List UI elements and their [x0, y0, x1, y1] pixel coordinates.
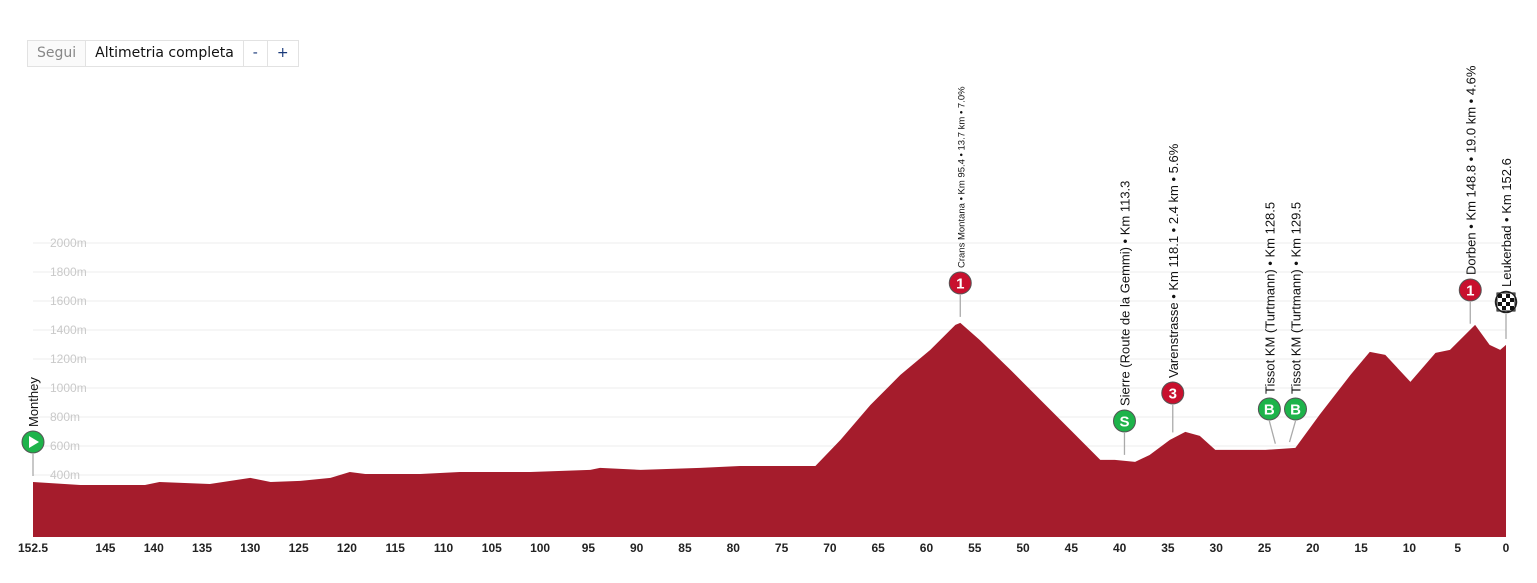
x-tick-label: 55: [968, 541, 982, 555]
y-tick-label: 1000m: [50, 381, 87, 395]
marker-label: Sierre (Route de la Gemmi) • Km 113.3: [1117, 181, 1132, 406]
cat-1-climb-icon: 1: [948, 271, 972, 295]
marker-label: Tissot KM (Turtmann) • Km 128.5: [1262, 202, 1277, 394]
marker-label: Crans Montana • Km 95.4 • 13.7 km • 7.0%: [956, 86, 967, 268]
x-tick-label: 40: [1113, 541, 1127, 555]
cat-1-climb-icon: 1: [1458, 278, 1482, 302]
x-tick-label: 75: [775, 541, 789, 555]
x-tick-label: 35: [1161, 541, 1175, 555]
y-tick-label: 1200m: [50, 352, 87, 366]
x-tick-label: 152.5: [18, 541, 48, 555]
x-tick-label: 90: [630, 541, 644, 555]
x-tick-label: 95: [582, 541, 596, 555]
x-tick-label: 100: [530, 541, 550, 555]
marker-label: Leukerbad • Km 152.6: [1499, 158, 1514, 287]
x-tick-label: 15: [1354, 541, 1368, 555]
svg-text:B: B: [1264, 402, 1275, 419]
x-tick-label: 25: [1258, 541, 1272, 555]
x-tick-label: 120: [337, 541, 357, 555]
x-tick-label: 50: [1016, 541, 1030, 555]
x-tick-label: 65: [871, 541, 885, 555]
marker-label: Varenstrasse • Km 118.1 • 2.4 km • 5.6%: [1166, 143, 1181, 378]
x-tick-label: 125: [289, 541, 309, 555]
svg-text:1: 1: [1466, 283, 1474, 300]
marker-bonus[interactable]: B Tissot KM (Turtmann) • Km 128.5: [1257, 202, 1281, 444]
full-profile-button[interactable]: Altimetria completa: [86, 41, 244, 66]
zoom-out-button[interactable]: -: [244, 41, 268, 66]
y-tick-label: 600m: [50, 439, 80, 453]
x-tick-label: 140: [144, 541, 164, 555]
x-tick-label: 5: [1454, 541, 1461, 555]
y-tick-label: 800m: [50, 410, 80, 424]
x-tick-label: 85: [678, 541, 692, 555]
x-tick-label: 135: [192, 541, 212, 555]
play-icon: [21, 430, 45, 454]
marker-label: Tissot KM (Turtmann) • Km 129.5: [1289, 202, 1304, 394]
y-tick-label: 1600m: [50, 294, 87, 308]
marker-bonus[interactable]: B Tissot KM (Turtmann) • Km 129.5: [1284, 202, 1308, 443]
marker-climb[interactable]: 3 Varenstrasse • Km 118.1 • 2.4 km • 5.6%: [1161, 143, 1185, 433]
svg-text:3: 3: [1169, 386, 1177, 403]
y-tick-label: 1800m: [50, 265, 87, 279]
y-tick-label: 400m: [50, 468, 80, 482]
x-tick-label: 60: [920, 541, 934, 555]
x-tick-label: 45: [1065, 541, 1079, 555]
x-tick-label: 10: [1403, 541, 1417, 555]
intermediate-sprint-icon: S: [1112, 409, 1136, 433]
marker-label: Monthey: [26, 377, 41, 427]
elevation-profile-area: [33, 322, 1506, 537]
svg-text:1: 1: [956, 276, 964, 293]
y-tick-label: 2000m: [50, 236, 87, 250]
profile-controls: Segui Altimetria completa - +: [27, 40, 299, 67]
x-tick-label: 115: [386, 541, 406, 555]
bonus-sprint-icon: B: [1284, 397, 1308, 421]
marker-leader-line: [1288, 420, 1297, 443]
marker-climb[interactable]: 1 Dorben • Km 148.8 • 19.0 km • 4.6%: [1458, 65, 1482, 324]
marker-label: Dorben • Km 148.8 • 19.0 km • 4.6%: [1463, 65, 1478, 275]
x-tick-label: 20: [1306, 541, 1320, 555]
marker-climb[interactable]: 1 Crans Montana • Km 95.4 • 13.7 km • 7.0…: [948, 86, 972, 317]
x-tick-label: 130: [240, 541, 260, 555]
x-tick-label: 70: [823, 541, 837, 555]
svg-text:B: B: [1290, 402, 1301, 419]
marker-sprint[interactable]: S Sierre (Route de la Gemmi) • Km 113.3: [1112, 181, 1136, 455]
follow-button[interactable]: Segui: [28, 41, 87, 66]
svg-text:S: S: [1119, 414, 1129, 431]
x-tick-label: 0: [1503, 541, 1510, 555]
zoom-in-button[interactable]: +: [276, 45, 289, 61]
cat-3-climb-icon: 3: [1161, 381, 1185, 405]
y-tick-label: 1400m: [50, 323, 87, 337]
marker-leader-line: [1268, 420, 1276, 444]
x-tick-label: 80: [727, 541, 741, 555]
checkered-flag-icon: [1494, 290, 1518, 314]
x-tick-label: 145: [95, 541, 115, 555]
bonus-sprint-icon: B: [1257, 397, 1281, 421]
x-tick-label: 30: [1210, 541, 1224, 555]
x-tick-label: 110: [434, 541, 454, 555]
marker-start[interactable]: Monthey: [21, 377, 45, 476]
marker-finish[interactable]: Leukerbad • Km 152.6: [1494, 158, 1518, 339]
x-tick-label: 105: [482, 541, 502, 555]
